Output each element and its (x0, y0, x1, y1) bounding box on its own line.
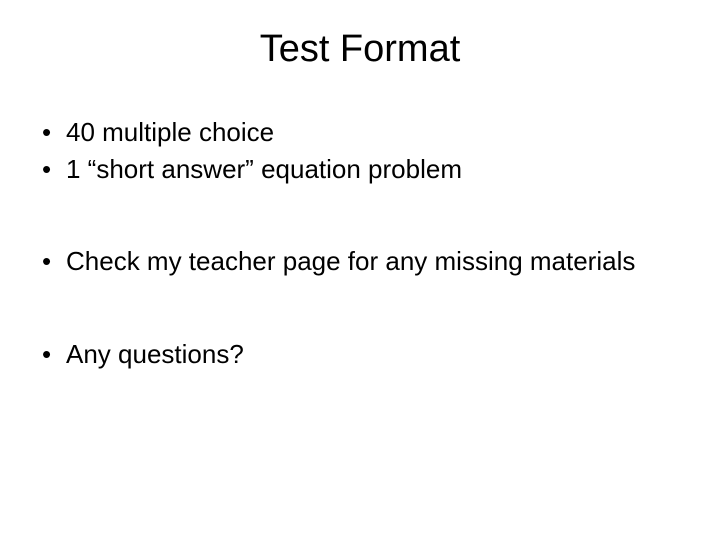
bullet-item: 1 “short answer” equation problem (30, 153, 690, 186)
bullet-gap (30, 282, 690, 338)
slide-title: Test Format (30, 28, 690, 71)
slide-container: Test Format 40 multiple choice 1 “short … (0, 0, 720, 540)
bullet-item: Check my teacher page for any missing ma… (30, 245, 690, 278)
bullet-list: 40 multiple choice 1 “short answer” equa… (30, 116, 690, 370)
bullet-gap (30, 189, 690, 245)
bullet-item: 40 multiple choice (30, 116, 690, 149)
bullet-item: Any questions? (30, 338, 690, 371)
